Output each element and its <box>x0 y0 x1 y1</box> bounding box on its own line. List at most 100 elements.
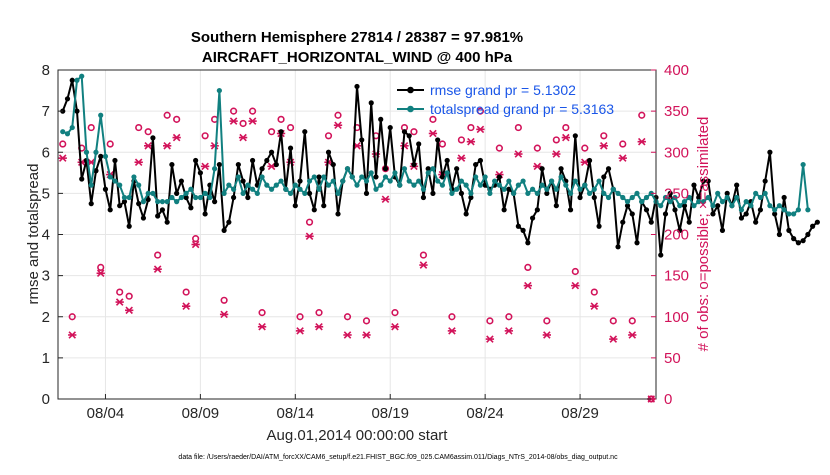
obs-assimilated-marker <box>267 162 276 171</box>
obs-possible-marker <box>182 288 190 296</box>
rmse-point <box>169 161 175 168</box>
totalspread-point <box>738 207 745 213</box>
rmse-point <box>762 178 768 184</box>
rmse-point <box>605 166 612 172</box>
y-axis-label-left: rmse and totalspread <box>25 164 42 305</box>
obs-assimilated-marker <box>134 158 143 167</box>
obs-possible-marker <box>192 235 200 243</box>
rmse-point <box>416 141 422 147</box>
obs-possible-marker <box>524 263 532 272</box>
rmse-point <box>753 219 759 225</box>
rmse-point <box>363 190 370 196</box>
totalspread-point <box>444 170 450 176</box>
rmse-point <box>454 166 460 172</box>
rmse-point <box>667 190 673 196</box>
y-tick-label-left: 2 <box>42 309 50 326</box>
rmse-point <box>302 129 308 135</box>
totalspread-point <box>344 166 351 172</box>
totalspread-point <box>639 199 645 205</box>
totalspread-point <box>662 194 669 201</box>
rmse-point <box>591 194 597 201</box>
totalspread-point <box>643 194 650 201</box>
series-lines <box>60 73 820 258</box>
obs-assimilated-marker <box>58 154 67 162</box>
totalspread-point <box>800 161 806 168</box>
totalspread-point <box>767 203 773 209</box>
y-tick-label-right: 150 <box>664 268 689 285</box>
totalspread-point <box>748 203 754 209</box>
rmse-point <box>126 223 132 229</box>
rmse-point <box>515 223 521 229</box>
totalspread-point <box>145 190 151 196</box>
obs-assimilated-marker <box>533 162 542 171</box>
rmse-point <box>202 211 208 217</box>
obs-assimilated-marker <box>200 162 210 171</box>
obs-possible-marker <box>296 313 304 321</box>
rmse-point <box>596 223 602 229</box>
totalspread-point <box>534 190 540 196</box>
obs-possible-marker <box>362 317 371 325</box>
totalspread-point <box>729 203 735 209</box>
totalspread-point <box>567 190 574 196</box>
totalspread-point <box>710 203 716 209</box>
totalspread-point <box>378 182 384 188</box>
obs-possible-marker <box>286 123 295 132</box>
rmse-point <box>264 157 270 164</box>
obs-possible-marker <box>324 132 333 140</box>
y-tick-label-right: 400 <box>664 62 689 79</box>
legend-spread-marker <box>407 105 414 113</box>
obs-assimilated-marker <box>428 129 438 138</box>
totalspread-point <box>340 178 346 184</box>
obs-possible-marker <box>410 128 418 136</box>
obs-possible-marker <box>609 317 617 325</box>
totalspread-point <box>83 149 90 155</box>
totalspread-point <box>60 129 66 135</box>
totalspread-point <box>520 178 526 184</box>
totalspread-point <box>515 182 521 188</box>
legend-rmse-label: rmse grand pr = 5.1302 <box>430 82 576 98</box>
rmse-point <box>800 238 806 244</box>
obs-possible-marker <box>590 288 598 296</box>
rmse-point <box>249 157 256 164</box>
rmse-point <box>686 219 692 225</box>
rmse-point <box>93 168 99 174</box>
y-tick-label-right: 200 <box>664 227 689 244</box>
totalspread-point <box>435 178 441 184</box>
obs-assimilated-marker <box>68 331 77 339</box>
totalspread-point <box>753 190 759 196</box>
rmse-point <box>335 211 341 217</box>
totalspread-point <box>249 186 256 192</box>
totalspread-point <box>121 194 128 201</box>
rmse-point <box>411 161 417 168</box>
obs-possible-marker <box>581 144 589 152</box>
totalspread-point <box>287 190 294 196</box>
rmse-point <box>136 201 142 207</box>
totalspread-point <box>781 207 787 213</box>
totalspread-point <box>193 194 199 201</box>
totalspread-point <box>88 182 94 188</box>
obs-possible-marker <box>163 111 171 119</box>
obs-assimilated-marker <box>381 195 390 204</box>
totalspread-point <box>530 186 536 192</box>
rmse-point <box>102 186 109 192</box>
rmse-point <box>420 194 427 201</box>
totalspread-point <box>74 77 80 83</box>
obs-possible-marker <box>457 136 466 144</box>
totalspread-point <box>112 178 118 184</box>
rmse-point <box>705 178 711 184</box>
rmse-point <box>287 145 294 151</box>
totalspread-point <box>596 178 602 184</box>
rmse-point <box>567 207 574 213</box>
totalspread-point <box>477 182 483 188</box>
rmse-point <box>463 211 469 217</box>
totalspread-point <box>178 194 184 201</box>
obs-assimilated-marker <box>125 306 134 315</box>
totalspread-point <box>492 178 498 184</box>
totalspread-point <box>235 174 241 180</box>
obs-possible-marker <box>533 144 541 152</box>
totalspread-point <box>231 186 237 192</box>
totalspread-point <box>548 178 555 184</box>
totalspread-point <box>734 194 740 201</box>
rmse-point <box>216 161 222 168</box>
y-tick-label-right: 350 <box>664 103 689 120</box>
